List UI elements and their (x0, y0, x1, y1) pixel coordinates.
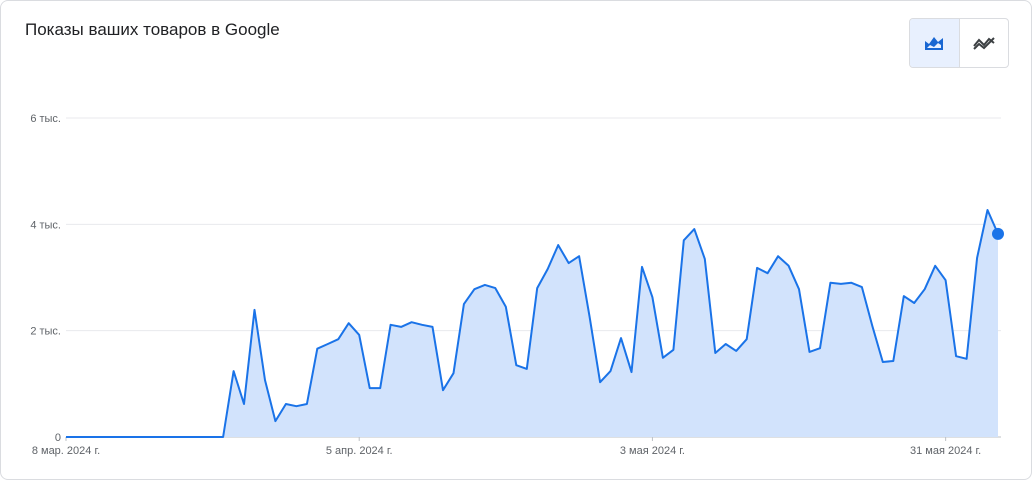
x-tick-label: 5 апр. 2024 г. (326, 445, 393, 457)
x-tick-label: 31 мая 2024 г. (910, 445, 981, 457)
x-tick-label: 8 мар. 2024 г. (32, 445, 100, 457)
last-point-marker (992, 228, 1004, 240)
y-tick-label: 0 (55, 432, 61, 444)
x-tick-label: 3 мая 2024 г. (620, 445, 685, 457)
y-tick-label: 2 тыс. (30, 326, 61, 338)
y-tick-label: 6 тыс. (30, 113, 61, 125)
y-tick-label: 4 тыс. (30, 219, 61, 231)
